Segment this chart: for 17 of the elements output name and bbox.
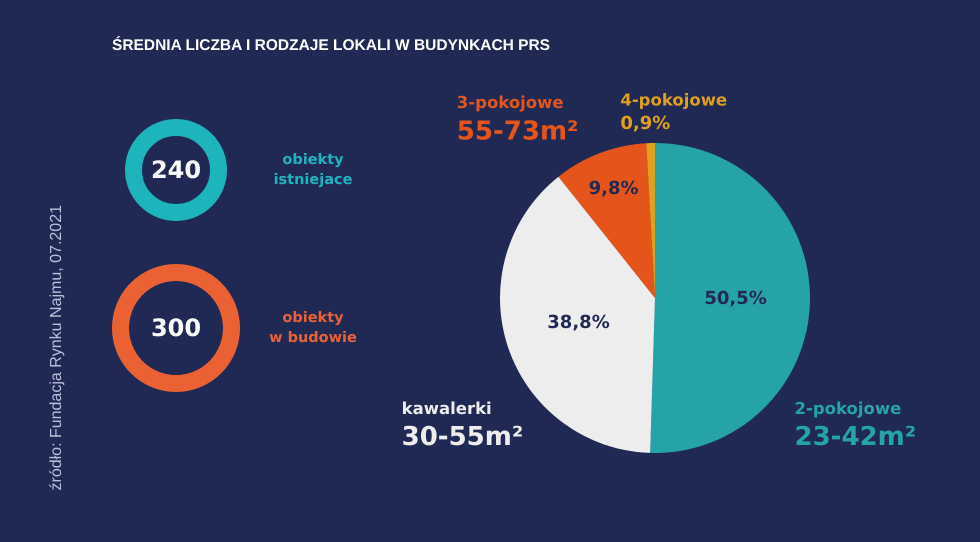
data-label: 0,9% xyxy=(620,112,670,134)
slice-label: 3-pokojowe xyxy=(456,93,564,112)
data-label: 50,5% xyxy=(704,288,767,309)
text: 23-42m² xyxy=(794,422,916,452)
slice-label: 2-pokojowe xyxy=(794,398,902,418)
data-label: 300 xyxy=(150,314,202,342)
data-label: 38,8% xyxy=(547,312,610,334)
data-label: 9,8% xyxy=(588,178,639,200)
slice-label: kawalerki xyxy=(402,398,492,418)
data-label: 240 xyxy=(150,156,202,184)
category-label: obiekty w budowie xyxy=(269,309,357,348)
text: 30-55m² xyxy=(402,422,524,452)
slice-label: 4-pokojowe xyxy=(620,90,728,110)
text: 55-73m² xyxy=(456,116,578,146)
text: źródło: Fundacja Rynku Najmu, 07.2021 xyxy=(48,205,66,490)
category-label: obiekty istniejace xyxy=(274,151,352,190)
text: ŚREDNIA LICZBA I RODZAJE LOKALI W BUDYNKACH PRS xyxy=(112,37,550,55)
